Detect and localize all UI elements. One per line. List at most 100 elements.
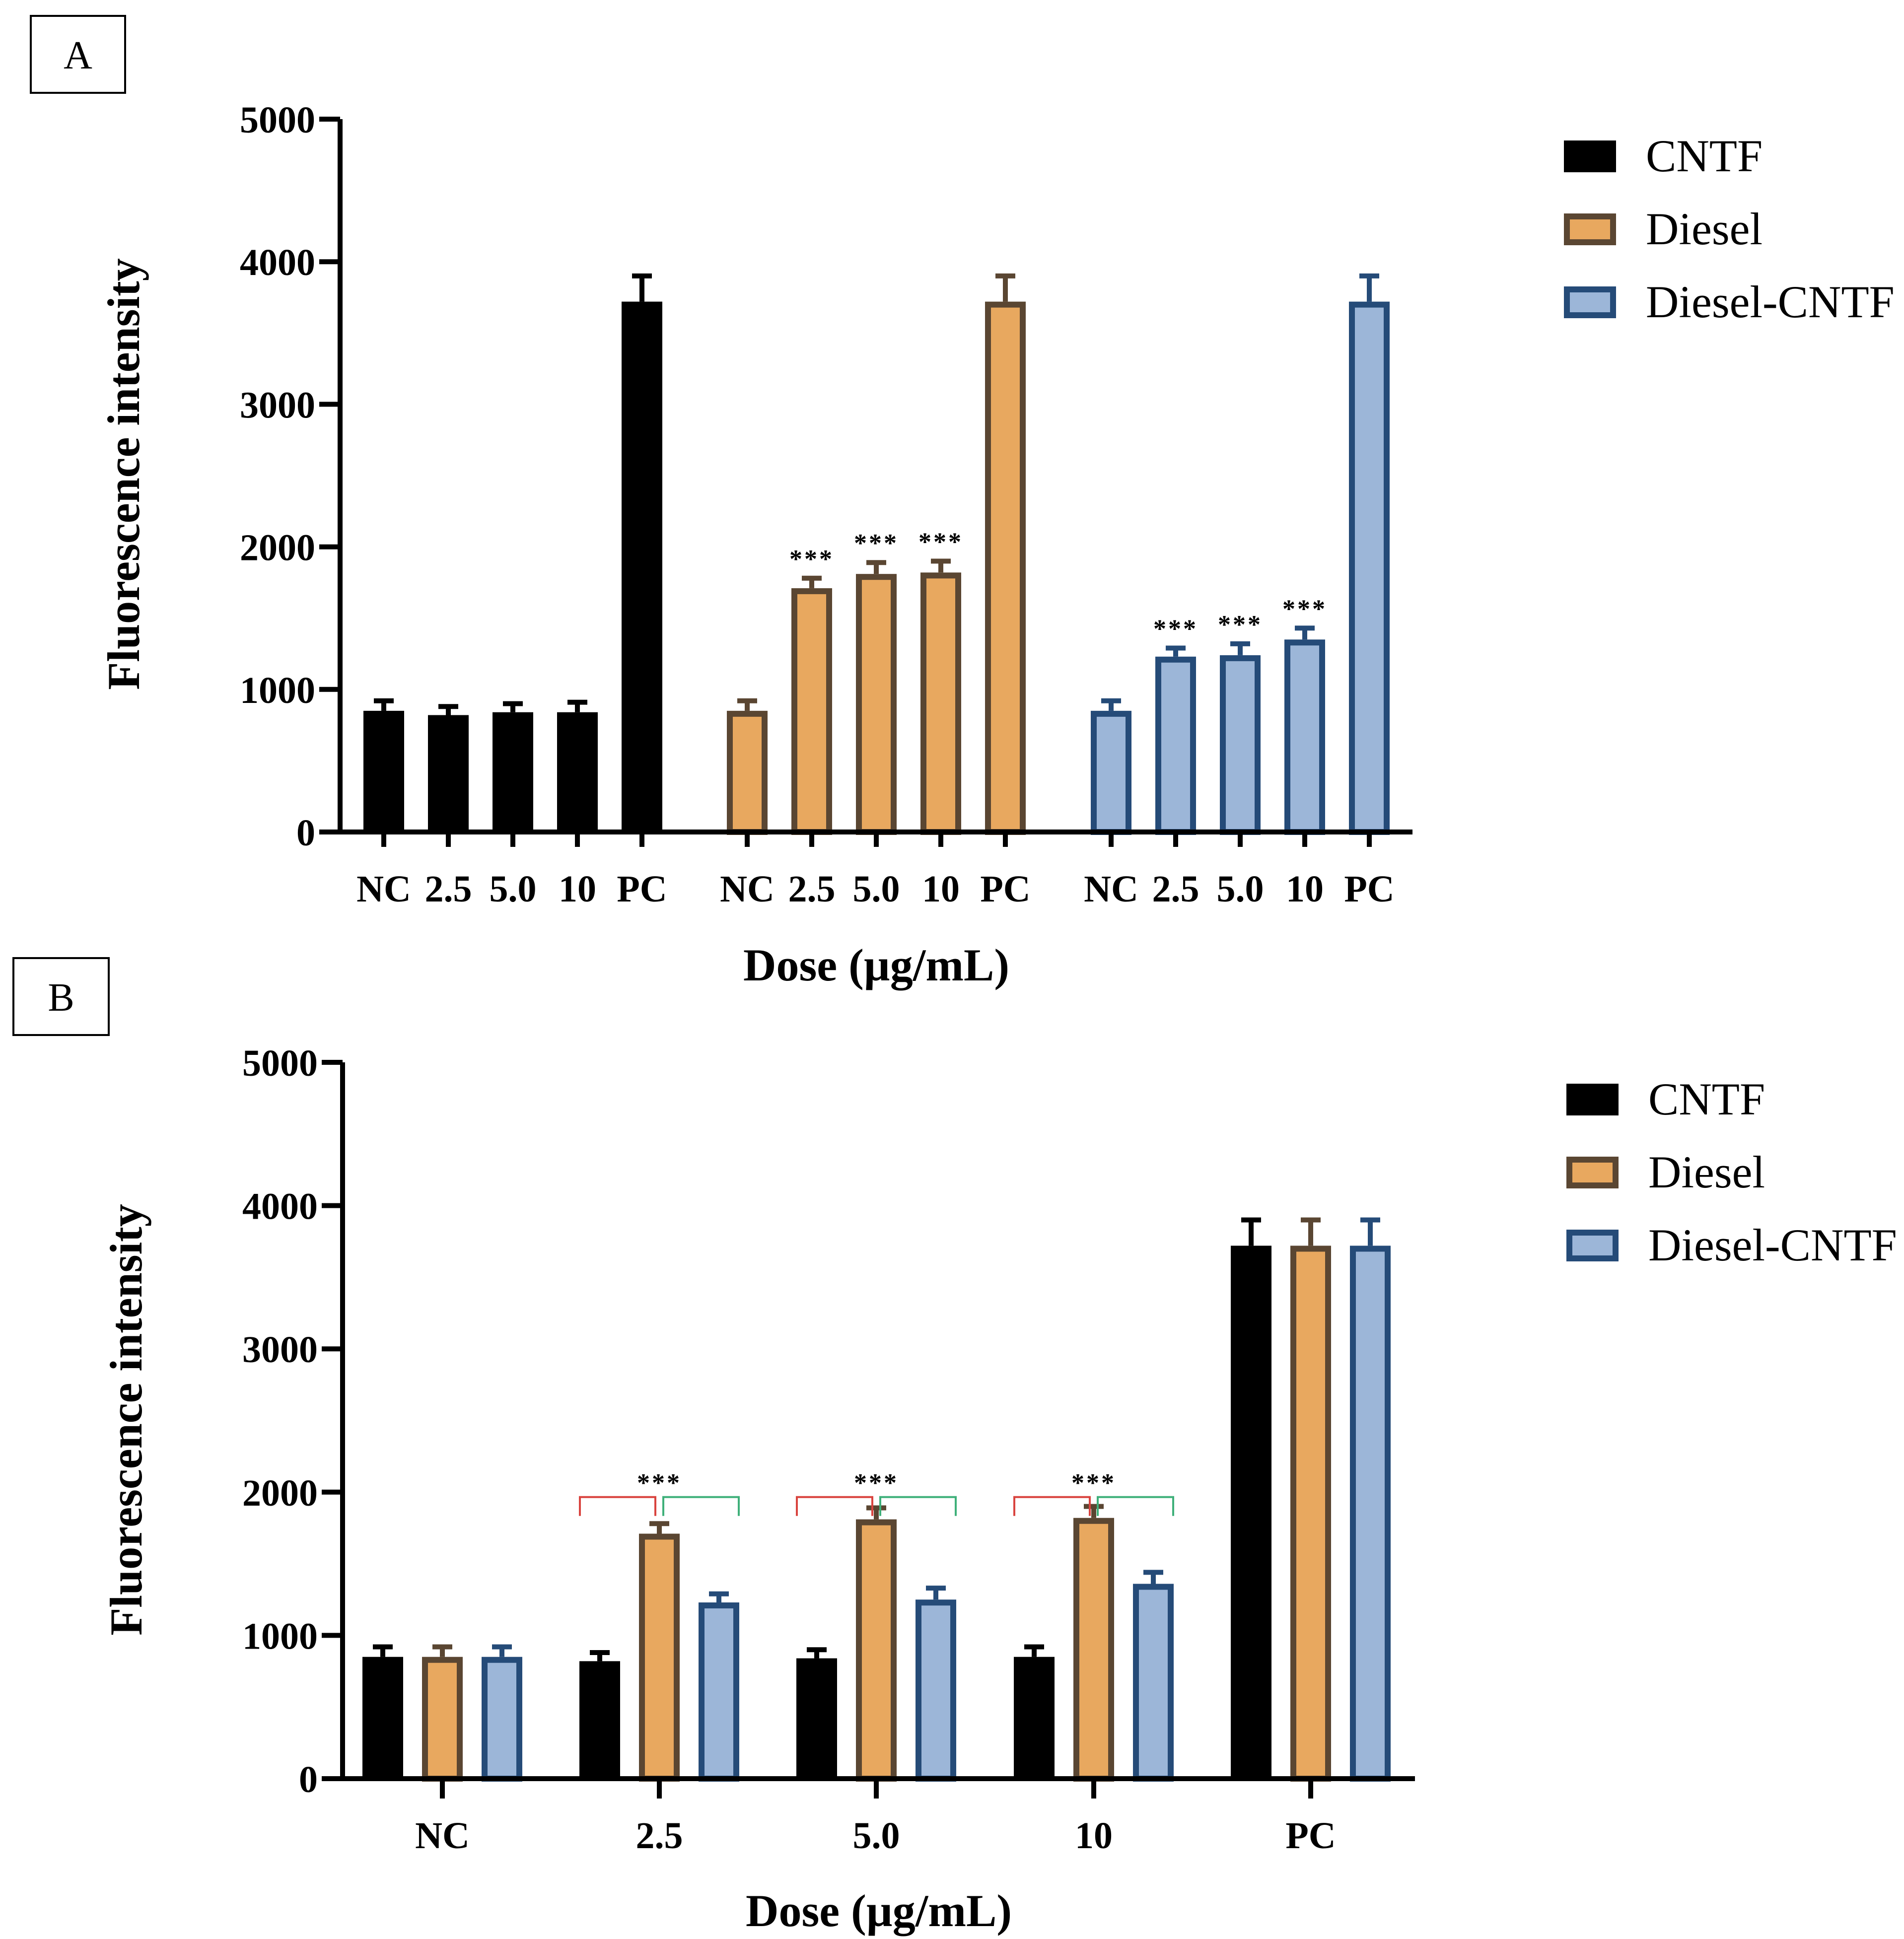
panel-a-bar-diesel-5-0 xyxy=(856,574,897,835)
panel-a-x-axis-title: Dose (µg/mL) xyxy=(743,940,1009,990)
panel-a-bar-diesel-cntf-5-0 xyxy=(1220,655,1261,835)
panel-b-comparison-bracket-left xyxy=(796,1496,873,1516)
panel-a-bars: NC 2.5 5.0 10 PC NC 2.5 *** 5.0 *** 10 *** PC NC 2.5 **… xyxy=(356,273,1395,910)
panel-b-legend: CNTF Diesel Diesel-CNTF xyxy=(1566,1074,1897,1270)
panel-a-legend-swatch-diesel xyxy=(1564,213,1616,245)
panel-b-bar-diesel-5-0 xyxy=(856,1519,897,1782)
panel-a-label-box xyxy=(30,15,126,94)
panel-a-bar-cntf-10 xyxy=(557,712,598,832)
panel-a-x-tick-label: NC xyxy=(356,868,411,910)
panel-b-x-axis-title: Dose (µg/mL) xyxy=(746,1885,1012,1936)
panel-b-y-tick-label: 2000 xyxy=(242,1472,318,1514)
panel-b-bar-cntf-5-0 xyxy=(796,1658,837,1779)
panel-b-y-ticks: 0 1000 2000 3000 4000 5000 xyxy=(242,1042,343,1800)
panel-a-x-tick-label: 2.5 xyxy=(1152,868,1199,910)
panel-a-y-axis-title: Fluorescence intensity xyxy=(98,258,149,690)
panel-a-x-tick-label: 10 xyxy=(559,868,596,910)
panel-a-x-tick-label: PC xyxy=(980,868,1030,910)
panel-a-bar-cntf-2-5 xyxy=(428,715,469,832)
panel-a-significance-label: *** xyxy=(1153,615,1198,643)
panel-b-significance-label: *** xyxy=(1071,1469,1116,1497)
panel-b-bar-diesel-cntf-nc xyxy=(482,1657,522,1782)
panel-a-y-tick-label: 1000 xyxy=(240,670,315,711)
panel-a-legend: CNTF Diesel Diesel-CNTF xyxy=(1564,131,1895,327)
panel-b-legend-label-diesel-cntf: Diesel-CNTF xyxy=(1648,1220,1897,1270)
panel-a-significance-label: *** xyxy=(789,545,834,573)
panel-a-legend-label-cntf: CNTF xyxy=(1646,131,1763,181)
panel-a-x-tick-label: 5.0 xyxy=(853,868,900,910)
panel-b-comparison-bracket-right xyxy=(879,1496,957,1516)
panel-b: B Fluorescence intensity Dose (µg/mL) 0 1… xyxy=(12,957,1897,1936)
panel-b-label: B xyxy=(48,976,74,1020)
panel-a-bar-diesel-nc xyxy=(727,710,768,835)
panel-b-comparison-bracket-left xyxy=(1013,1496,1091,1516)
panel-b-label-box xyxy=(12,957,110,1036)
panel-a-significance-label: *** xyxy=(1218,611,1263,639)
panel-a-bar-cntf-nc xyxy=(363,710,404,832)
panel-a-bar-diesel-cntf-2-5 xyxy=(1155,656,1196,835)
panel-a-x-tick-label: NC xyxy=(1084,868,1138,910)
panel-b-comparison-bracket-right xyxy=(662,1496,740,1516)
panel-a-bar-diesel-pc xyxy=(985,301,1026,835)
panel-a-x-tick-label: NC xyxy=(720,868,775,910)
panel-b-x-tick-label: 5.0 xyxy=(853,1815,900,1857)
panel-a-x-tick-label: 2.5 xyxy=(788,868,836,910)
panel-a-legend-label-diesel: Diesel xyxy=(1646,204,1763,254)
panel-a-y-tick-label: 3000 xyxy=(240,384,315,426)
panel-a-significance-label: *** xyxy=(854,529,899,557)
panel-b-y-tick-label: 5000 xyxy=(242,1042,318,1084)
panel-b-bar-diesel-cntf-2-5 xyxy=(699,1602,739,1782)
panel-b-y-axis-title: Fluorescence intensity xyxy=(101,1204,151,1636)
panel-a-x-tick-label: 5.0 xyxy=(1217,868,1264,910)
panel-a-x-tick-label: PC xyxy=(1344,868,1394,910)
panel-a-y-ticks: 0 1000 2000 3000 4000 5000 xyxy=(240,99,340,854)
panel-b-x-tick-label: 10 xyxy=(1075,1815,1113,1857)
panel-b-bar-diesel-nc xyxy=(422,1657,463,1782)
panel-b-bar-diesel-2-5 xyxy=(639,1533,680,1782)
panel-b-bar-diesel-cntf-10 xyxy=(1133,1584,1174,1782)
panel-a-legend-swatch-cntf xyxy=(1564,140,1616,172)
panel-a-y-tick-label: 4000 xyxy=(240,242,315,283)
panel-a-x-tick-label: 10 xyxy=(922,868,960,910)
panel-b-legend-label-cntf: CNTF xyxy=(1648,1074,1765,1124)
panel-b-legend-swatch-diesel xyxy=(1566,1157,1619,1188)
panel-b-bar-cntf-pc xyxy=(1231,1246,1271,1779)
panel-b-significance-label: *** xyxy=(637,1469,682,1497)
panel-a-y-tick-label: 0 xyxy=(296,812,315,854)
panel-b-comparison-bracket-right xyxy=(1097,1496,1174,1516)
panel-b-legend-swatch-diesel-cntf xyxy=(1566,1230,1619,1261)
panel-b-y-tick-label: 0 xyxy=(299,1759,318,1800)
panel-a-legend-swatch-diesel-cntf xyxy=(1564,286,1616,318)
panel-b-comparison-bracket-left xyxy=(579,1496,656,1516)
panel-b-bar-cntf-nc xyxy=(362,1657,403,1779)
panel-a-x-tick-label: 10 xyxy=(1286,868,1324,910)
panel-a-bar-diesel-cntf-pc xyxy=(1349,301,1390,835)
panel-b-legend-label-diesel: Diesel xyxy=(1648,1147,1765,1197)
panel-a-significance-label: *** xyxy=(918,528,963,556)
panel-a-bar-diesel-cntf-10 xyxy=(1284,639,1325,835)
panel-a-y-tick-label: 5000 xyxy=(240,99,315,141)
panel-a-x-tick-label: 5.0 xyxy=(490,868,537,910)
panel-b-x-tick-label: 2.5 xyxy=(636,1815,683,1857)
panel-a-significance-label: *** xyxy=(1282,595,1327,623)
panel-a-bar-diesel-10 xyxy=(920,572,961,835)
panel-a-bar-diesel-cntf-nc xyxy=(1091,710,1131,835)
panel-b-bar-diesel-cntf-5-0 xyxy=(916,1599,956,1782)
panel-b-y-tick-label: 3000 xyxy=(242,1329,318,1371)
panel-b-y-tick-label: 1000 xyxy=(242,1615,318,1657)
panel-b-bars: NC 2.5 *** 5.0 *** 10 *** PC xyxy=(362,1217,1391,1857)
panel-b-bar-diesel-cntf-pc xyxy=(1350,1246,1391,1782)
panel-b-legend-swatch-cntf xyxy=(1566,1084,1619,1115)
panel-b-bar-diesel-10 xyxy=(1073,1518,1114,1782)
panel-a: A Fluorescence intensity Dose (µg/mL) 0 1… xyxy=(30,15,1895,990)
panel-a-x-tick-label: PC xyxy=(617,868,667,910)
panel-b-significance-label: *** xyxy=(854,1469,899,1497)
panel-a-legend-label-diesel-cntf: Diesel-CNTF xyxy=(1646,277,1895,327)
panel-b-bar-cntf-2-5 xyxy=(579,1661,620,1779)
panel-b-x-tick-label: NC xyxy=(415,1815,470,1857)
panel-b-y-tick-label: 4000 xyxy=(242,1186,318,1228)
panel-a-bar-cntf-5-0 xyxy=(493,712,533,832)
panel-a-label: A xyxy=(64,34,92,77)
panel-b-bar-cntf-10 xyxy=(1014,1657,1055,1779)
